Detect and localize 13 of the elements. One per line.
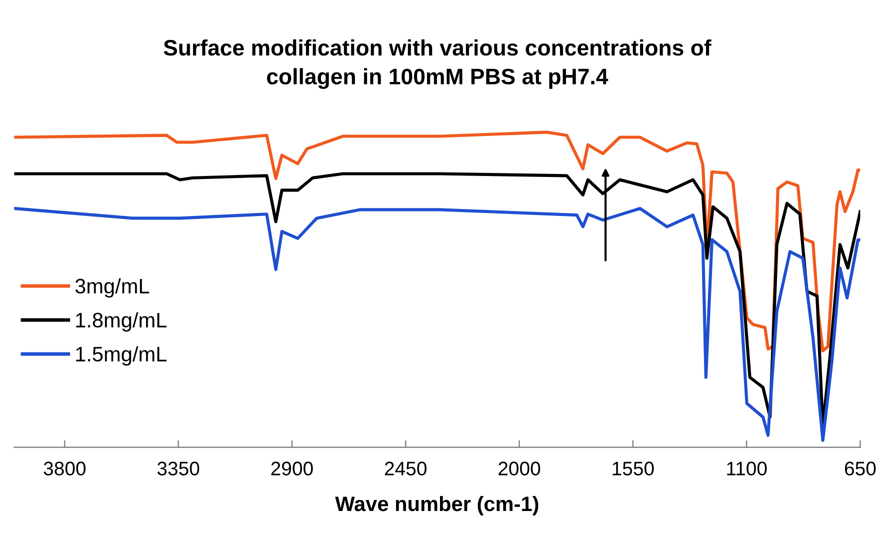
chart-title: Surface modification with various concentrations of collagen in 100mM PBS at pH7.4 (164, 39, 712, 89)
x-tick-label: 2450 (384, 462, 426, 476)
x-tick-label: 650 (844, 462, 876, 476)
x-axis-title: Wave number (cm-1) (335, 496, 538, 516)
x-tick-label: 3800 (44, 462, 86, 476)
legend-label: 1.8mg/mL (76, 312, 167, 332)
x-tick-label: 1100 (727, 462, 767, 476)
x-tick-label: 2000 (498, 462, 540, 476)
legend-label: 3mg/mL (75, 278, 150, 298)
legend-label: 1.5mg/mL (76, 346, 167, 366)
x-tick-label: 1550 (612, 462, 654, 476)
x-tick-label: 3350 (157, 462, 200, 476)
x-tick-label: 2900 (271, 462, 313, 476)
